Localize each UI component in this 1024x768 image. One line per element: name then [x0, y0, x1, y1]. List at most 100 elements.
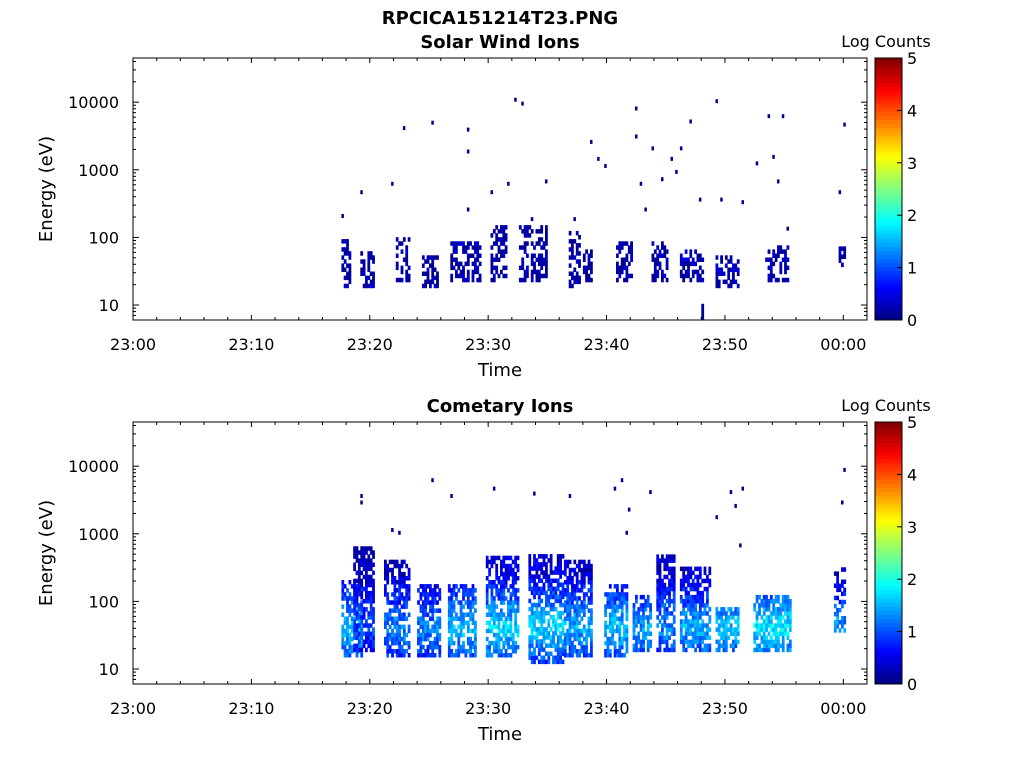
- data-cell: [566, 596, 570, 601]
- data-cell: [639, 603, 643, 608]
- data-cell: [429, 644, 432, 650]
- data-cell: [698, 599, 702, 604]
- data-cell: [616, 608, 619, 613]
- data-cell: [485, 628, 489, 634]
- data-cell: [462, 632, 465, 638]
- data-cell: [431, 604, 435, 609]
- data-cell: [407, 571, 411, 577]
- data-cell: [341, 628, 345, 634]
- data-cell: [575, 636, 579, 642]
- data-cell: [388, 600, 392, 605]
- data-cell: [514, 612, 517, 617]
- data-cell: [571, 653, 574, 658]
- data-cell: [474, 269, 477, 275]
- data-cell: [616, 604, 619, 609]
- data-cell: [571, 255, 574, 260]
- data-cell: [343, 649, 347, 654]
- x-tick-label: 23:30: [465, 699, 511, 718]
- data-cell: [365, 590, 368, 596]
- data-cell: [566, 616, 570, 621]
- data-cell: [450, 265, 454, 271]
- data-cell: [833, 628, 837, 633]
- data-cell: [504, 636, 508, 642]
- x-tick-label: 23:50: [702, 335, 748, 354]
- data-cell: [663, 253, 667, 258]
- data-cell: [706, 635, 709, 640]
- data-cell: [687, 603, 690, 608]
- data-cell: [469, 588, 472, 593]
- data-cell: [843, 616, 847, 621]
- data-cell: [514, 596, 517, 601]
- data-cell: [604, 604, 607, 609]
- data-cell: [516, 628, 520, 634]
- data-cell: [722, 643, 726, 649]
- data-cell: [490, 269, 494, 275]
- data-cell: [729, 623, 733, 628]
- data-cell: [514, 576, 517, 581]
- data-cell: [424, 653, 427, 658]
- data-cell: [758, 623, 761, 628]
- data-cell: [777, 249, 780, 254]
- data-cell: [836, 607, 839, 613]
- data-cell: [490, 624, 494, 630]
- data-cell: [838, 599, 842, 605]
- data-cell: [661, 599, 664, 604]
- data-cell: [369, 566, 373, 572]
- data-cell: [459, 604, 463, 609]
- data-cell: [665, 566, 669, 572]
- data-cell: [549, 570, 553, 575]
- data-cell: [665, 277, 669, 283]
- colorbar-segment: [875, 291, 902, 296]
- data-cell: [568, 576, 572, 581]
- data-cell: [687, 590, 690, 596]
- data-cell: [590, 269, 593, 275]
- data-cell: [698, 570, 702, 576]
- data-cell: [350, 600, 354, 605]
- data-cell: [777, 615, 780, 620]
- data-cell: [642, 647, 645, 653]
- data-cell: [732, 615, 735, 620]
- data-cell: [585, 567, 588, 573]
- data-cell: [585, 277, 588, 283]
- data-cell: [698, 273, 702, 279]
- data-cell: [608, 616, 612, 621]
- data-cell: [611, 628, 615, 634]
- data-cell: [405, 257, 409, 262]
- data-cell: [497, 644, 501, 650]
- data-cell: [701, 311, 705, 317]
- data-cell: [535, 273, 539, 279]
- data-cell: [395, 596, 399, 601]
- data-cell: [788, 599, 792, 604]
- data-cell: [665, 635, 669, 640]
- data-cell: [386, 571, 390, 577]
- data-cell: [658, 611, 662, 616]
- data-cell: [566, 604, 570, 609]
- data-cell: [616, 592, 619, 597]
- data-cell: [587, 616, 591, 621]
- data-cell: [729, 631, 733, 636]
- data-cell: [346, 251, 349, 256]
- data-cell: [360, 578, 364, 584]
- data-cell: [545, 179, 548, 184]
- data-cell: [656, 615, 660, 620]
- data-cell: [585, 273, 588, 279]
- data-cell: [722, 619, 726, 624]
- data-cell: [369, 558, 373, 563]
- data-cell: [571, 588, 574, 593]
- data-cell: [367, 615, 371, 620]
- data-cell: [582, 612, 586, 617]
- data-cell: [696, 599, 700, 604]
- data-cell: [618, 620, 622, 626]
- data-cell: [613, 653, 617, 658]
- data-cell: [573, 632, 577, 638]
- data-cell: [774, 643, 778, 649]
- data-cell: [497, 616, 501, 621]
- data-cell: [367, 558, 371, 563]
- data-cell: [528, 619, 532, 624]
- data-cell: [698, 627, 702, 632]
- data-cell: [500, 559, 503, 565]
- data-cell: [585, 653, 588, 658]
- data-cell: [419, 616, 423, 621]
- data-cell: [386, 600, 390, 605]
- data-cell: [668, 647, 671, 653]
